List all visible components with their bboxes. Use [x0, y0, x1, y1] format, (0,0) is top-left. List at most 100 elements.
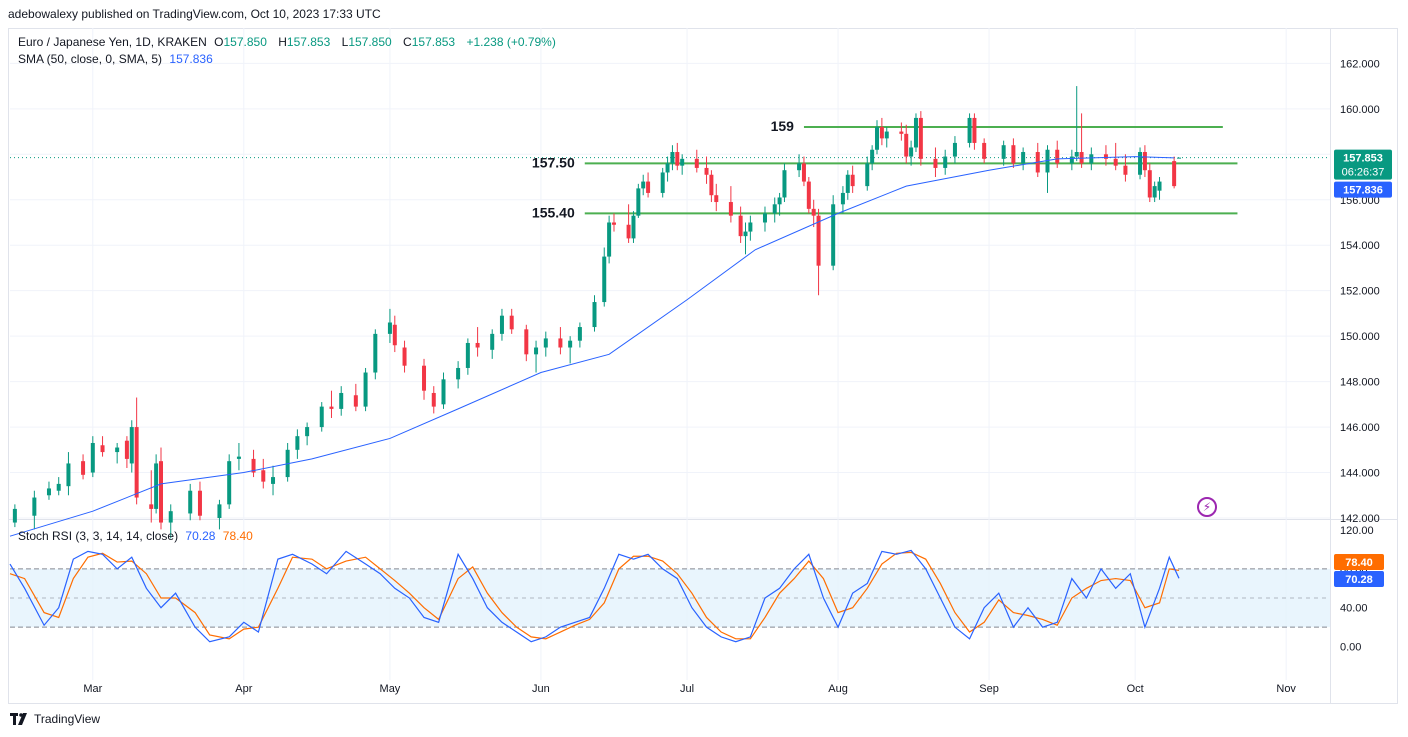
candle-body — [607, 222, 612, 257]
candle-body — [943, 156, 948, 168]
candle-body — [933, 158, 938, 168]
stoch-band — [10, 568, 1330, 628]
ohlc-close: C157.853 — [403, 35, 456, 49]
stoch-k-value: 70.28 — [185, 529, 216, 543]
time-tick-label: May — [380, 683, 401, 695]
candle-body — [158, 461, 163, 523]
candle-body — [665, 163, 670, 173]
candle-body — [904, 133, 909, 157]
candle-body — [811, 208, 816, 216]
candle-body — [1069, 156, 1074, 164]
candle-body — [626, 224, 631, 239]
stoch-k-badge-value: 70.28 — [1345, 574, 1373, 586]
time-tick-label: Nov — [1276, 683, 1296, 695]
candle-body — [646, 181, 651, 193]
candle-body — [782, 170, 787, 198]
price-tick-label: 154.000 — [1340, 240, 1380, 252]
candle-body — [236, 456, 241, 459]
candle-body — [1045, 149, 1050, 173]
candle-body — [81, 461, 86, 475]
symbol-label[interactable]: Euro / Japanese Yen, 1D, KRAKEN — [18, 35, 207, 49]
time-tick-label: Mar — [83, 683, 102, 695]
stoch-tick-label: 120.00 — [1340, 525, 1374, 537]
candle-body — [714, 195, 719, 203]
level-label-159: 159 — [771, 118, 795, 134]
candle-body — [840, 192, 845, 205]
candle-body — [1089, 154, 1094, 164]
candle-body — [680, 158, 685, 166]
stoch-tick-label: 40.00 — [1340, 603, 1368, 615]
stoch-k-line — [9, 549, 1180, 643]
change-value: +1.238 (+0.79%) — [466, 35, 556, 49]
chart-frame — [8, 28, 1398, 704]
price-tick-label: 148.000 — [1340, 377, 1380, 389]
candle-body — [353, 395, 358, 407]
footer-brand: TradingView — [10, 712, 100, 726]
stoch-d-badge — [1334, 554, 1384, 570]
candle-body — [475, 342, 480, 348]
candle-body — [534, 347, 539, 355]
footer-brand-label: TradingView — [34, 712, 101, 726]
candle-body — [271, 477, 276, 484]
time-tick-label: Oct — [1127, 683, 1144, 695]
ohlc-low: L157.850 — [341, 35, 392, 49]
candle-body — [1142, 152, 1147, 171]
candle-body — [251, 458, 256, 473]
sma-badge — [1334, 181, 1392, 198]
sma-legend: SMA (50, close, 0, SMA, 5) 157.836 — [18, 52, 217, 66]
candle-body — [168, 511, 173, 523]
candle-body — [524, 329, 529, 355]
candle-body — [879, 127, 884, 139]
candle-body — [850, 174, 855, 187]
candle-body — [1152, 186, 1157, 198]
stoch-d-line — [9, 551, 1180, 640]
candle-body — [845, 174, 850, 193]
candle-body — [865, 163, 870, 187]
candle-body — [913, 117, 918, 148]
candle-body — [129, 427, 134, 464]
candle-body — [568, 340, 573, 348]
candle-body — [1157, 181, 1162, 191]
ohlc-high: H157.853 — [278, 35, 331, 49]
price-tick-label: 150.000 — [1340, 331, 1380, 343]
price-tick-label: 162.000 — [1340, 58, 1380, 70]
candle-body — [465, 342, 470, 368]
candle-body — [762, 213, 767, 223]
candle-body — [801, 163, 806, 182]
candle-body — [1011, 145, 1016, 164]
candle-body — [1177, 157, 1182, 159]
candle-body — [728, 202, 733, 216]
candle-body — [1138, 152, 1143, 175]
candle-body — [592, 302, 597, 328]
candle-body — [1123, 165, 1128, 175]
candle-body — [422, 365, 427, 391]
stoch-tick-label: 0.00 — [1340, 642, 1361, 654]
time-tick-label: Sep — [979, 683, 999, 695]
ohlc-open: O157.850 — [214, 35, 267, 49]
stoch-label[interactable]: Stoch RSI (3, 3, 14, 14, close) — [18, 529, 179, 543]
sma-label[interactable]: SMA (50, close, 0, SMA, 5) — [18, 52, 163, 66]
time-tick-label: Aug — [828, 683, 848, 695]
candle-body — [831, 204, 836, 266]
candle-body — [305, 427, 310, 437]
candle-body — [660, 172, 665, 193]
candle-body — [611, 222, 616, 225]
countdown-value: 06:26:37 — [1342, 167, 1385, 179]
candle-body — [899, 131, 904, 134]
candle-body — [115, 447, 120, 453]
candle-body — [217, 504, 222, 518]
price-tick-label: 144.000 — [1340, 468, 1380, 480]
sma-line — [9, 156, 1175, 537]
stoch-k-badge — [1334, 571, 1384, 587]
candle-body — [188, 490, 193, 514]
candle-body — [90, 442, 95, 473]
candle-body — [577, 327, 582, 341]
candle-body — [709, 174, 714, 196]
candle-body — [46, 488, 51, 496]
candle-body — [490, 333, 495, 350]
lightning-icon[interactable]: ⚡ — [1197, 497, 1217, 517]
candle-body — [738, 215, 743, 237]
last-price-value: 157.853 — [1343, 153, 1383, 165]
price-tick-label: 142.000 — [1340, 513, 1380, 525]
